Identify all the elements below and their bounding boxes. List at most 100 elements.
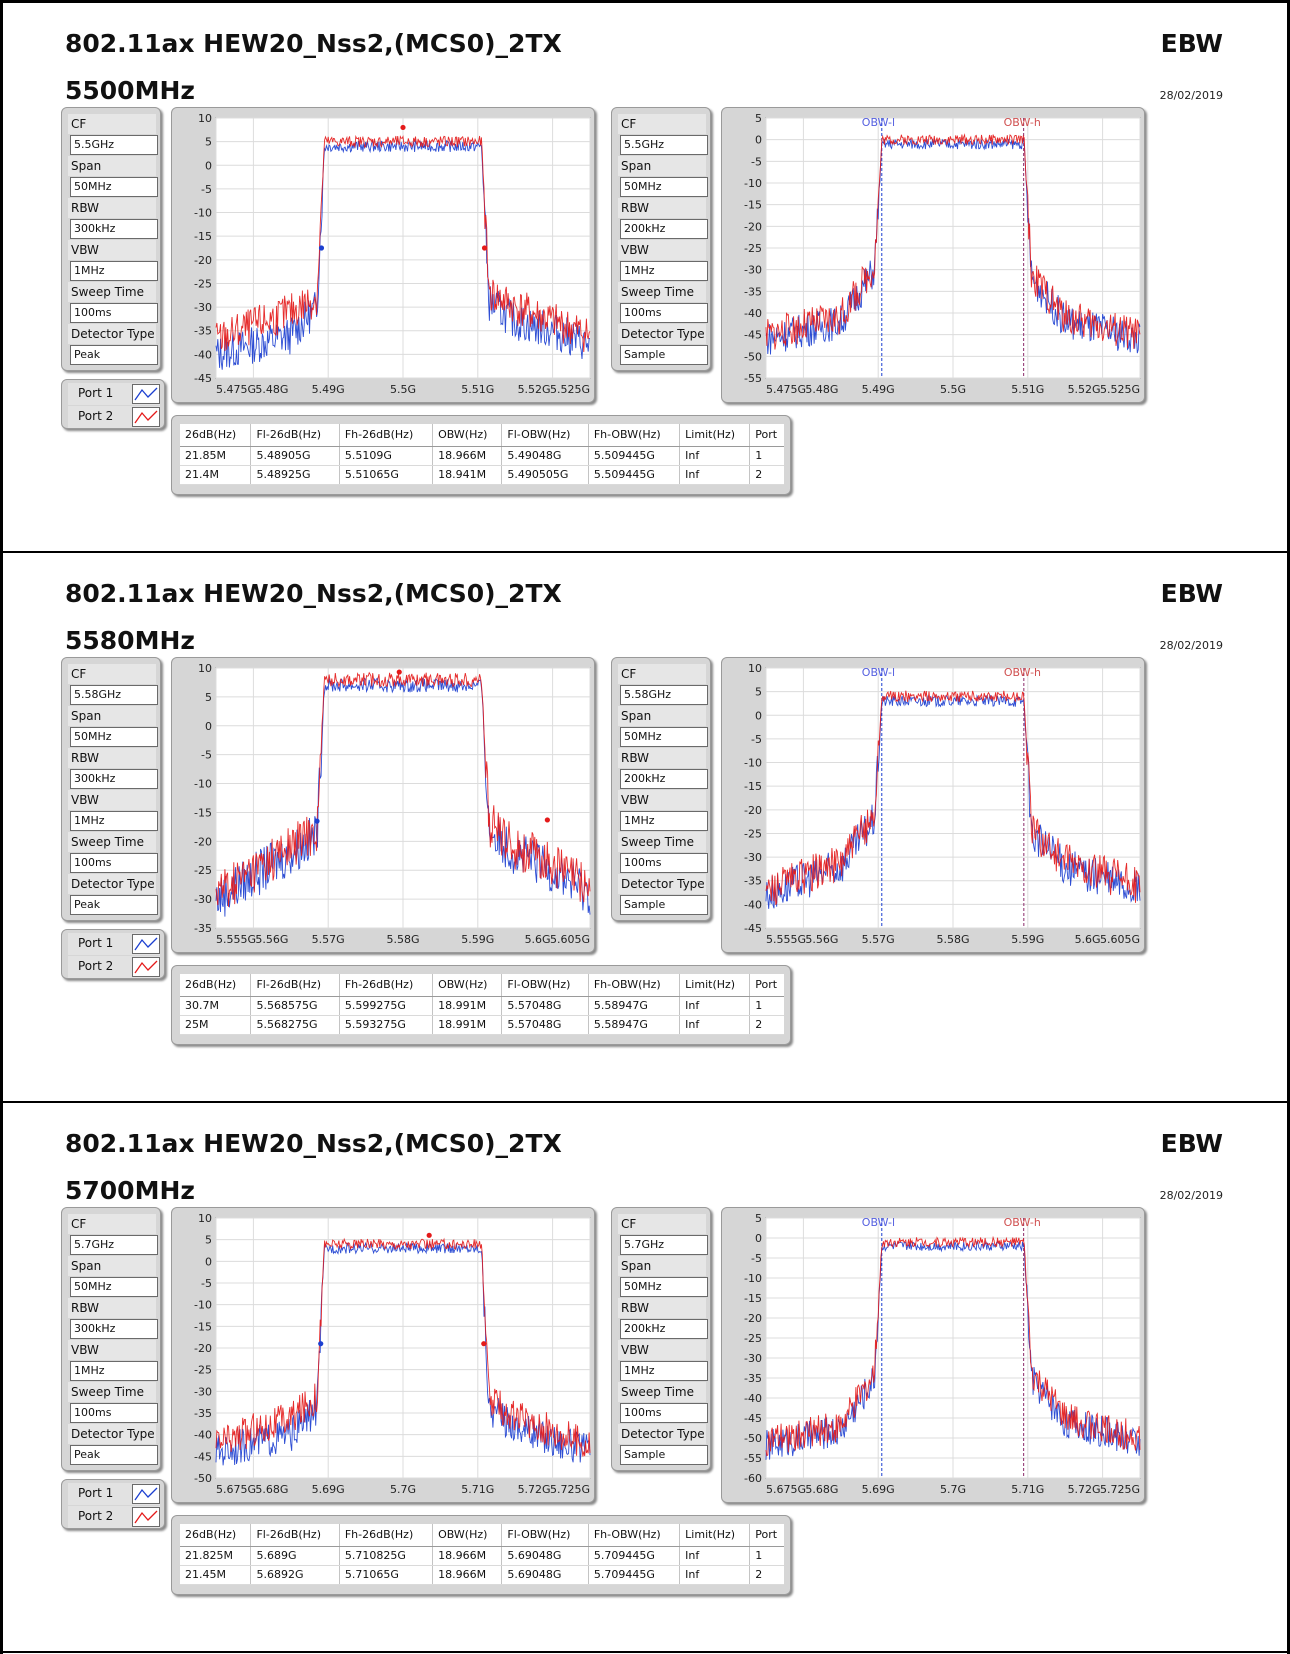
- setting-value-field[interactable]: 5.58GHz: [620, 685, 708, 705]
- setting-value-field[interactable]: 300kHz: [70, 769, 158, 789]
- setting-value-field[interactable]: 100ms: [620, 1403, 708, 1423]
- setting-value-field[interactable]: 100ms: [70, 1403, 158, 1423]
- setting-value-field[interactable]: 300kHz: [70, 1319, 158, 1339]
- x-tick-label: 5.56G: [255, 933, 288, 946]
- legend-swatch: [132, 1484, 160, 1504]
- legend-line-icon: [134, 1487, 158, 1501]
- setting-value-field[interactable]: 200kHz: [620, 1319, 708, 1339]
- setting-value-field[interactable]: 1MHz: [620, 811, 708, 831]
- setting-value-field[interactable]: 100ms: [620, 303, 708, 323]
- table-cell: 5.48905G: [250, 446, 340, 466]
- setting-value-field[interactable]: Sample: [620, 345, 708, 365]
- y-tick-label: -30: [194, 893, 212, 906]
- settings-panel-right: CF 5.5GHz Span 50MHz RBW 200kHz VBW 1MHz Sweep T…: [611, 107, 711, 371]
- table-header-cell: Limit(Hz): [679, 1524, 751, 1547]
- setting-value-field[interactable]: 50MHz: [70, 727, 158, 747]
- table-cell: 5.593275G: [339, 1015, 434, 1035]
- legend-item-port-2[interactable]: Port 2: [68, 956, 160, 978]
- results-table-panel: 26dB(Hz) Fl-26dB(Hz) Fh-26dB(Hz) OBW(Hz) Fl-…: [171, 1515, 791, 1595]
- x-tick-label: 5.525G: [1100, 383, 1140, 396]
- table-row: 21.85M 5.48905G 5.5109G 18.966M 5.49048G 5.50…: [180, 446, 784, 466]
- table-cell: 18.991M: [432, 1015, 503, 1035]
- section-title: 802.11ax HEW20_Nss2,(MCS0)_2TX: [65, 29, 562, 58]
- setting-value-field[interactable]: Sample: [620, 895, 708, 915]
- x-tick-label: 5.7G: [940, 1483, 966, 1496]
- table-header-cell: Limit(Hz): [679, 424, 751, 447]
- setting-value-field[interactable]: 50MHz: [70, 1277, 158, 1297]
- trace-port-2: [215, 671, 591, 907]
- y-tick-label: -20: [194, 254, 212, 267]
- legend-line-icon: [134, 410, 158, 424]
- setting-value-field[interactable]: Peak: [70, 1445, 158, 1465]
- legend-line-icon: [134, 937, 158, 951]
- y-tick-label: -5: [751, 733, 762, 746]
- trace-port-2: [215, 134, 591, 353]
- x-tick-label: 5.48G: [805, 383, 838, 396]
- x-tick-label: 5.6G: [1075, 933, 1101, 946]
- setting-value-field[interactable]: 300kHz: [70, 219, 158, 239]
- setting-value-field[interactable]: 1MHz: [70, 811, 158, 831]
- setting-value-field[interactable]: 5.7GHz: [70, 1235, 158, 1255]
- legend-panel: Port 1 Port 2: [61, 929, 165, 979]
- y-tick-label: -10: [744, 1272, 762, 1285]
- x-tick-label: 5.72G: [518, 1483, 551, 1496]
- legend-item-port-1[interactable]: Port 1: [68, 383, 160, 405]
- setting-label: RBW: [68, 1298, 156, 1318]
- table-cell: 25M: [180, 1015, 252, 1035]
- setting-value-field[interactable]: 50MHz: [620, 177, 708, 197]
- table-row: 25M 5.568275G 5.593275G 18.991M 5.57048G 5.58…: [180, 1015, 784, 1035]
- measurement-mode: EBW: [1160, 1129, 1223, 1158]
- y-tick-label: 5: [205, 1234, 212, 1247]
- setting-label: RBW: [618, 1298, 706, 1318]
- x-tick-label: 5.59G: [461, 933, 494, 946]
- setting-value-field[interactable]: 50MHz: [620, 727, 708, 747]
- setting-value-field[interactable]: 200kHz: [620, 219, 708, 239]
- legend-item-port-2[interactable]: Port 2: [68, 1506, 160, 1528]
- y-tick-label: -15: [744, 780, 762, 793]
- legend-item-port-1[interactable]: Port 1: [68, 1483, 160, 1505]
- x-tick-label: 5.56G: [805, 933, 838, 946]
- table-header-cell: Port: [749, 424, 784, 447]
- y-tick-label: -45: [194, 1450, 212, 1463]
- legend-item-port-2[interactable]: Port 2: [68, 406, 160, 428]
- y-tick-label: 10: [198, 662, 212, 675]
- y-tick-label: -30: [194, 1385, 212, 1398]
- setting-value-field[interactable]: Peak: [70, 345, 158, 365]
- setting-value-field[interactable]: 1MHz: [620, 261, 708, 281]
- y-tick-label: -45: [744, 1412, 762, 1425]
- table-cell: 5.48925G: [250, 465, 340, 485]
- y-tick-label: -40: [744, 307, 762, 320]
- setting-value-field[interactable]: 5.7GHz: [620, 1235, 708, 1255]
- setting-label: VBW: [618, 1340, 706, 1360]
- results-table-panel: 26dB(Hz) Fl-26dB(Hz) Fh-26dB(Hz) OBW(Hz) Fl-…: [171, 415, 791, 495]
- trace-port-2: [765, 1235, 1141, 1457]
- table-header-row: 26dB(Hz) Fl-26dB(Hz) Fh-26dB(Hz) OBW(Hz) Fl-…: [180, 424, 784, 447]
- setting-value-field[interactable]: Sample: [620, 1445, 708, 1465]
- setting-value-field[interactable]: 100ms: [70, 853, 158, 873]
- setting-value-field[interactable]: 100ms: [620, 853, 708, 873]
- obw-l-annotation: OBW-l: [862, 666, 895, 679]
- setting-value-field[interactable]: 1MHz: [70, 1361, 158, 1381]
- x-tick-label: 5.69G: [862, 1483, 895, 1496]
- legend-swatch: [132, 407, 160, 427]
- setting-value-field[interactable]: 1MHz: [620, 1361, 708, 1381]
- legend-item-port-1[interactable]: Port 1: [68, 933, 160, 955]
- setting-value-field[interactable]: 50MHz: [70, 177, 158, 197]
- table-row: 21.45M 5.6892G 5.71065G 18.966M 5.69048G 5.70…: [180, 1565, 784, 1585]
- table-header-cell: Fh-26dB(Hz): [339, 1524, 434, 1547]
- table-header-cell: Fl-26dB(Hz): [250, 1524, 340, 1547]
- setting-value-field[interactable]: 200kHz: [620, 769, 708, 789]
- table-cell: 1: [749, 1546, 784, 1566]
- y-tick-label: -50: [744, 1432, 762, 1445]
- setting-value-field[interactable]: 50MHz: [620, 1277, 708, 1297]
- setting-value-field[interactable]: Peak: [70, 895, 158, 915]
- setting-value-field[interactable]: 100ms: [70, 303, 158, 323]
- setting-value-field[interactable]: 5.5GHz: [70, 135, 158, 155]
- setting-value-field[interactable]: 1MHz: [70, 261, 158, 281]
- y-tick-label: -20: [744, 220, 762, 233]
- table-cell: 21.45M: [180, 1565, 252, 1585]
- setting-value-field[interactable]: 5.5GHz: [620, 135, 708, 155]
- setting-value-field[interactable]: 5.58GHz: [70, 685, 158, 705]
- setting-label: Detector Type: [618, 324, 706, 344]
- settings-panel-right: CF 5.58GHz Span 50MHz RBW 200kHz VBW 1MHz Sweep …: [611, 657, 711, 921]
